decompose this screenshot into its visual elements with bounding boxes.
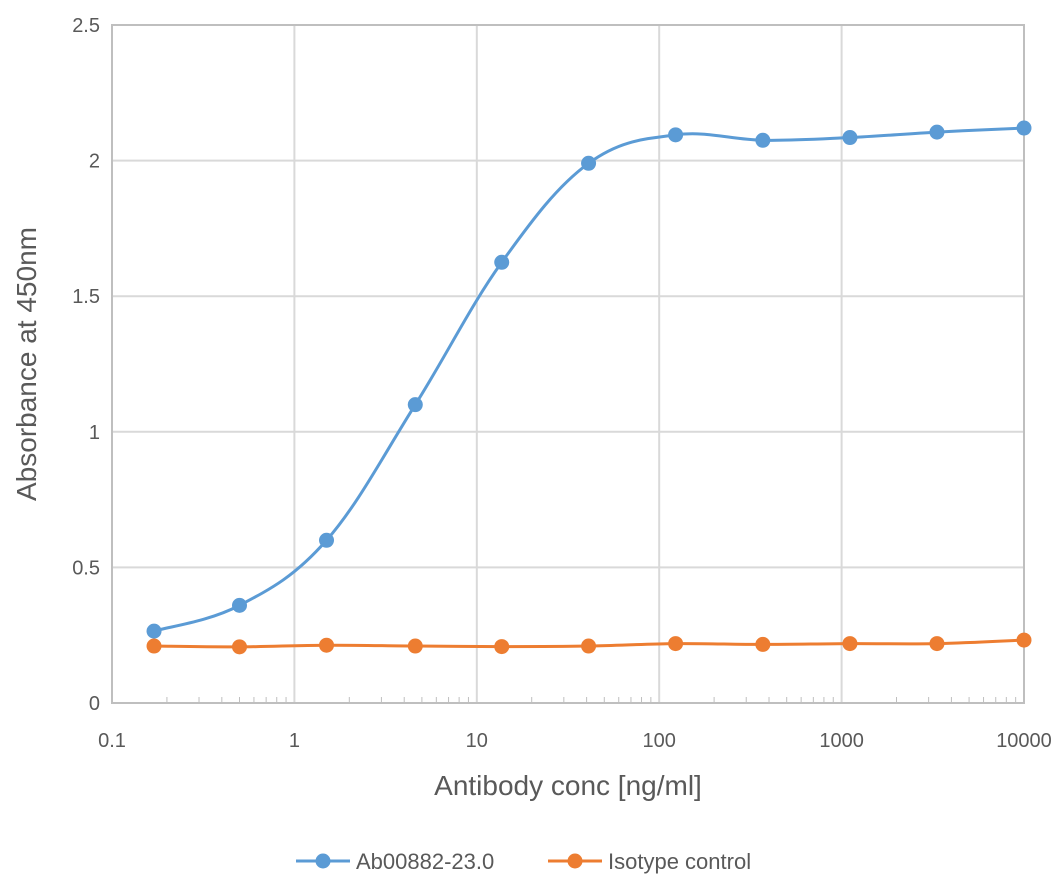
series-line-1 (153, 126, 1025, 633)
x-tick-label: 10 (466, 730, 488, 752)
data-point-series-1 (1016, 120, 1032, 136)
data-point-series-2 (842, 636, 858, 652)
data-point-series-2 (1016, 632, 1032, 648)
data-point-series-1 (407, 397, 423, 413)
y-axis-title: Absorbance at 450nm (11, 227, 42, 501)
legend-label-2: Isotype control (608, 849, 751, 874)
x-tick-label: 0.1 (98, 730, 126, 752)
y-tick-label: 2 (89, 151, 100, 173)
data-point-series-2 (319, 637, 335, 653)
minor-ticks (166, 697, 1017, 703)
data-point-series-2 (581, 638, 597, 654)
data-point-series-2 (494, 639, 510, 655)
x-tick-label: 10000 (996, 730, 1052, 752)
y-tick-label: 0.5 (72, 557, 100, 579)
legend-label-1: Ab00882-23.0 (356, 849, 494, 874)
data-point-series-1 (581, 155, 597, 171)
y-tick-label: 0 (89, 693, 100, 715)
data-point-series-1 (231, 597, 247, 613)
legend-marker-2 (567, 853, 583, 869)
plot-frame (111, 24, 1025, 704)
x-tick-label: 100 (643, 730, 676, 752)
data-point-series-1 (842, 130, 858, 146)
data-point-series-1 (929, 124, 945, 140)
data-point-series-1 (668, 127, 684, 143)
data-point-series-2 (146, 638, 162, 654)
x-tick-label: 1000 (819, 730, 864, 752)
y-tick-label: 1.5 (72, 286, 100, 308)
data-point-series-1 (146, 623, 162, 639)
x-axis-ticks: 0.1 1 10 100 1000 10000 (98, 730, 1052, 752)
data-point-series-2 (755, 636, 771, 652)
legend-marker-1 (315, 853, 331, 869)
data-point-series-2 (929, 636, 945, 652)
data-point-series-1 (755, 132, 771, 148)
y-tick-label: 1 (89, 422, 100, 444)
x-axis-title: Antibody conc [ng/ml] (434, 770, 702, 801)
data-point-series-2 (668, 636, 684, 652)
data-point-series-2 (231, 639, 247, 655)
legend: Ab00882-23.0 Isotype control (296, 849, 751, 874)
y-axis-ticks: 0 0.5 1 1.5 2 2.5 (72, 15, 100, 715)
data-point-series-1 (319, 532, 335, 548)
data-point-series-2 (407, 638, 423, 654)
data-point-series-1 (494, 254, 510, 270)
y-tick-label: 2.5 (72, 15, 100, 37)
series-layer (146, 120, 1032, 655)
x-tick-label: 1 (289, 730, 300, 752)
